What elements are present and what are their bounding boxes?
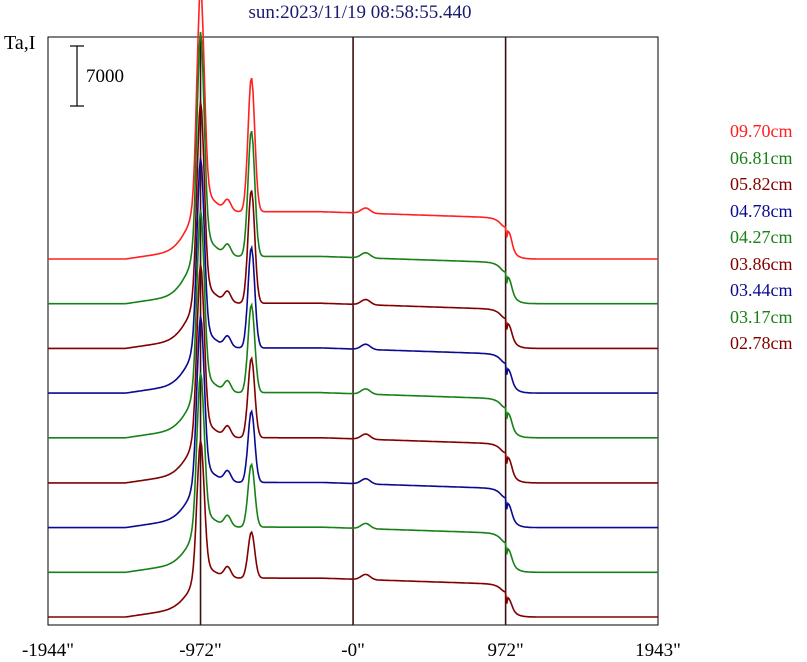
x-tick-label: -0" [341, 640, 365, 661]
series-line-2 [48, 101, 658, 350]
legend-item: 09.70cm [730, 121, 793, 141]
series-line-8 [48, 440, 658, 618]
series-line-1 [48, 31, 658, 305]
series-line-5 [48, 264, 658, 484]
legend-item: 05.82cm [730, 174, 793, 194]
chart-title: sun:2023/11/19 08:58:55.440 [248, 2, 472, 23]
series-line-0 [48, 0, 658, 260]
legend-item: 03.44cm [730, 280, 793, 300]
x-tick-label: -1944" [22, 640, 74, 661]
x-tick-label: -972" [179, 640, 222, 661]
legend-item: 04.78cm [730, 200, 793, 221]
x-tick-label: 972" [487, 640, 523, 661]
legend-item: 06.81cm [730, 147, 793, 168]
series-line-4 [48, 209, 658, 439]
y-axis-label: Ta,I [4, 32, 36, 54]
scale-bar-label: 7000 [86, 66, 124, 87]
series-line-3 [48, 157, 658, 394]
series-line-6 [48, 315, 658, 529]
legend-item: 03.17cm [730, 306, 793, 327]
series-line-7 [48, 372, 658, 574]
x-tick-label: 1943" [635, 640, 681, 661]
legend: 09.70cm 06.81cm 05.82cm 04.78cm 04.27cm 03.86… [730, 118, 793, 357]
legend-item: 03.86cm [730, 253, 793, 274]
legend-item: 02.78cm [730, 333, 793, 353]
legend-item: 04.27cm [730, 227, 793, 247]
